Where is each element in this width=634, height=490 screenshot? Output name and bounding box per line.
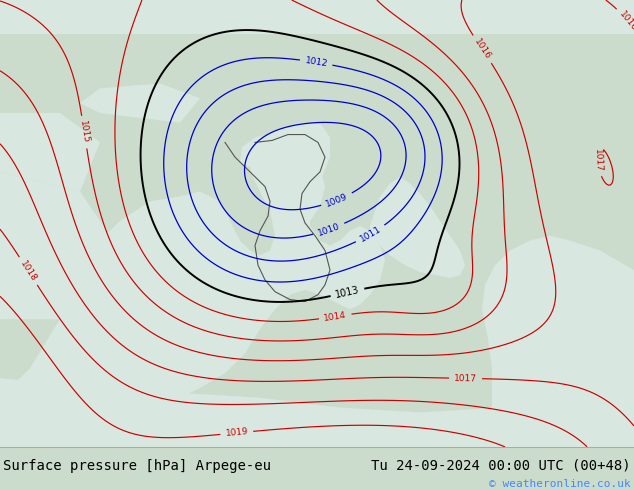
Polygon shape xyxy=(482,236,634,447)
Polygon shape xyxy=(240,133,310,177)
Polygon shape xyxy=(0,113,100,192)
Text: 1010: 1010 xyxy=(316,221,341,238)
Text: Surface pressure [hPa] Arpege-eu: Surface pressure [hPa] Arpege-eu xyxy=(3,459,271,473)
Text: Tu 24-09-2024 00:00 UTC (00+48): Tu 24-09-2024 00:00 UTC (00+48) xyxy=(371,459,631,473)
Text: 1012: 1012 xyxy=(304,56,328,69)
Text: © weatheronline.co.uk: © weatheronline.co.uk xyxy=(489,479,631,489)
Text: 1016: 1016 xyxy=(472,37,493,61)
Text: 1014: 1014 xyxy=(323,311,347,322)
Polygon shape xyxy=(255,138,325,226)
Text: 1017: 1017 xyxy=(593,148,602,172)
Text: 1017: 1017 xyxy=(454,374,477,383)
Text: 1015: 1015 xyxy=(78,120,91,144)
Polygon shape xyxy=(80,83,200,123)
Polygon shape xyxy=(0,172,120,319)
Text: 1013: 1013 xyxy=(335,285,361,300)
Text: 1011: 1011 xyxy=(358,224,383,244)
Text: 1018: 1018 xyxy=(18,259,38,283)
Text: 1016: 1016 xyxy=(617,9,634,33)
Polygon shape xyxy=(370,177,465,278)
Polygon shape xyxy=(0,378,634,447)
Polygon shape xyxy=(0,0,634,34)
Text: 1019: 1019 xyxy=(225,427,249,439)
Polygon shape xyxy=(0,123,385,427)
Text: 1009: 1009 xyxy=(325,192,349,208)
